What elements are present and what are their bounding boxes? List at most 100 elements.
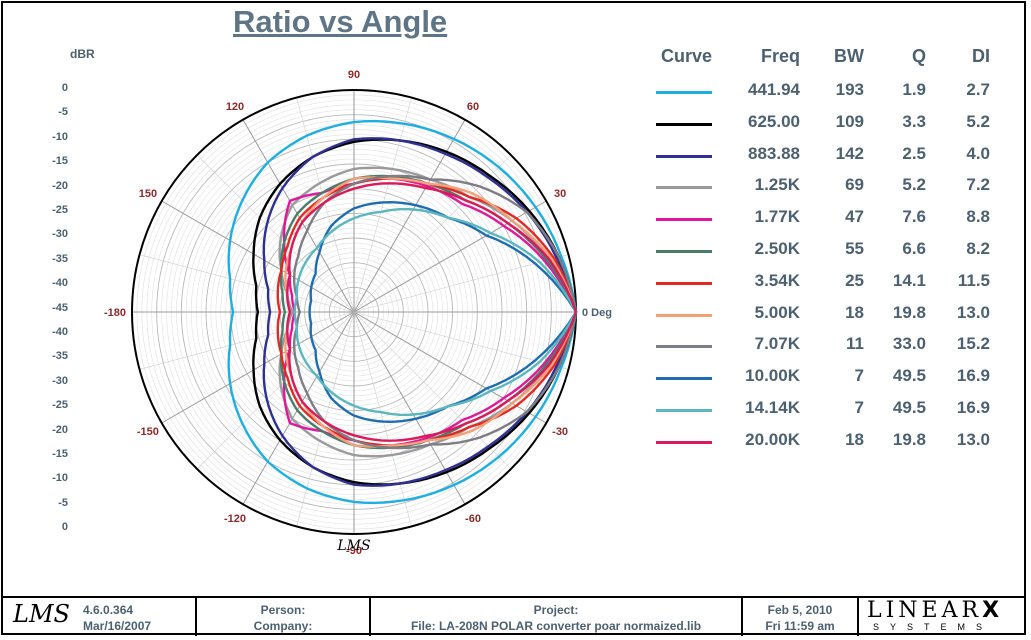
legend-di-cell: 13.0 (956, 429, 990, 449)
company-label: Company: (253, 619, 313, 633)
footer-version-cell: LMS 4.6.0.364 Mar/16/2007 (1, 598, 197, 636)
legend-di-cell: 4.0 (966, 143, 990, 163)
plot-lms-logo: LMS (336, 538, 370, 554)
legend-di-cell: 11.5 (957, 270, 990, 290)
series-curve (252, 138, 578, 486)
grid-spoke (139, 311, 355, 370)
angle-label: -30 (552, 426, 568, 438)
legend-di-cell: 15.2 (956, 334, 990, 354)
series-curve (293, 174, 578, 450)
series-curve (262, 137, 578, 487)
grid-spoke (196, 154, 355, 313)
header-curve: Curve (660, 46, 712, 66)
legend-q-cell: 33.0 (892, 334, 926, 354)
angle-label: -120 (224, 513, 246, 525)
grid-spoke (353, 311, 512, 470)
legend-swatch (656, 218, 712, 222)
footer-person-cell: Person: Company: (197, 598, 371, 636)
db-tick-label: -10 (52, 130, 68, 143)
db-tick-label: -45 (52, 301, 68, 314)
brand-line2: SYSTEMS (873, 622, 994, 632)
db-tick-label: -30 (52, 374, 68, 387)
legend-swatch (656, 345, 712, 349)
header-di: DI (972, 46, 990, 66)
legend-q-cell: 49.5 (892, 366, 926, 386)
legend-freq-cell: 625.00 (748, 111, 800, 131)
legend-swatch (656, 122, 712, 126)
db-tick-label: -20 (52, 423, 68, 436)
header-q: Q (911, 46, 926, 66)
legend-freq-cell: 1.25K (754, 175, 800, 195)
legend-swatch (656, 154, 712, 158)
grid-spoke (353, 97, 412, 313)
grid-spoke (196, 311, 355, 470)
legend-swatch (656, 91, 712, 94)
angle-label: 60 (467, 101, 479, 113)
db-tick-label: -40 (52, 277, 68, 290)
angle-label: -60 (465, 513, 481, 525)
date-text: Feb 5, 2010 (767, 603, 833, 617)
footer-date-cell: Feb 5, 2010 Fri 11:59 am (743, 598, 859, 636)
grid-spoke (353, 200, 547, 313)
legend-freq-cell: 2.50K (754, 239, 800, 258)
legend-q-cell: 19.8 (892, 429, 926, 449)
legend-q-cell: 6.6 (902, 239, 926, 258)
legend-q-cell: 7.6 (902, 207, 926, 227)
legend-bw-cell: 18 (845, 302, 864, 322)
series-curve (293, 207, 578, 417)
legend-bw-cell: 25 (845, 270, 864, 290)
db-tick-label: 0 (61, 82, 68, 94)
legend-di-cell: 8.8 (966, 207, 990, 227)
footer-project-cell: Project: File: LA-208N POLAR converter p… (371, 598, 743, 636)
db-tick-label: -15 (52, 155, 68, 168)
legend-di-cell: 2.7 (966, 80, 990, 99)
legend-bw-cell: 142 (835, 143, 864, 163)
legend-di-cell: 5.2 (966, 111, 990, 131)
grid-spoke (161, 311, 355, 424)
db-axis-label: dBR (70, 47, 95, 61)
legend-freq-cell: 7.07K (754, 334, 800, 354)
legend-q-cell: 2.5 (902, 143, 926, 163)
legend-freq-cell: 10.00K (745, 366, 800, 386)
legend-bw-cell: 7 (854, 398, 864, 417)
person-label: Person: (260, 603, 306, 617)
angle-label: -150 (137, 426, 159, 438)
legend-q-cell: 14.1 (892, 270, 926, 290)
time-text: Fri 11:59 am (765, 619, 835, 633)
grid-spoke (296, 97, 355, 313)
angle-label: 120 (226, 101, 244, 113)
grid-spoke (161, 200, 355, 313)
grid-spoke (242, 119, 355, 313)
angle-label: 30 (554, 188, 566, 200)
legend-swatch (656, 186, 712, 190)
legend-swatch (656, 281, 712, 285)
legend-bw-cell: 69 (845, 175, 864, 195)
db-tick-label: -5 (58, 106, 68, 119)
db-tick-label: -5 (58, 496, 68, 509)
file-text: File: LA-208N POLAR converter poar norma… (410, 619, 702, 633)
legend-bw-cell: 193 (835, 80, 864, 99)
grid-spoke (353, 311, 547, 424)
series-curve (286, 182, 578, 442)
db-tick-label: -35 (52, 252, 68, 265)
legend-di-cell: 7.2 (966, 175, 990, 195)
legend-swatch (656, 377, 712, 381)
legend-freq-cell: 14.14K (745, 398, 800, 417)
angle-label: -90 (346, 545, 362, 557)
legend-bw-cell: 11 (846, 334, 864, 354)
angle-label: -180 (104, 307, 126, 319)
grid-spoke (242, 311, 355, 505)
legend-freq-cell: 1.77K (754, 207, 800, 227)
legend-freq-cell: 3.54K (754, 270, 800, 290)
grid-spoke (353, 311, 412, 527)
db-tick-label: -25 (52, 399, 68, 412)
linearx-logo: LINEARX SYSTEMS (859, 598, 1026, 636)
footer-bar: LMS 4.6.0.364 Mar/16/2007 Person: Compan… (1, 596, 1026, 636)
legend-swatch (656, 313, 712, 317)
db-tick-label: -30 (52, 228, 68, 241)
angle-label: 150 (139, 188, 157, 200)
grid-spoke (353, 311, 569, 370)
legend-swatch (656, 250, 712, 253)
legend-di-cell: 8.2 (966, 239, 990, 258)
